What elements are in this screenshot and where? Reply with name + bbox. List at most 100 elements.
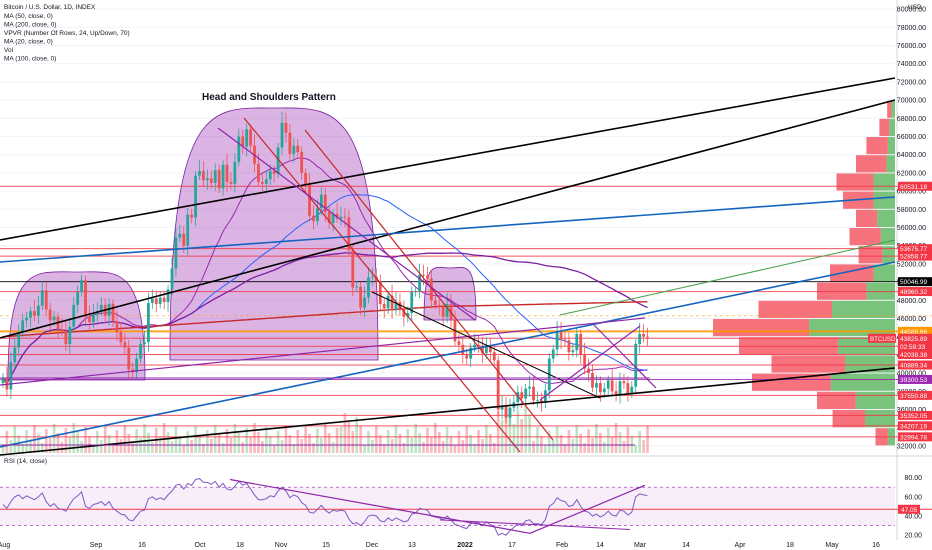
price-label-tag [898,333,932,343]
volume-bar [536,427,539,453]
volume-bar [481,439,484,453]
vp-up-bar [864,410,895,428]
candle-body [60,329,64,332]
symbol-title[interactable]: Bitcoin / U.S. Dollar, 1D, INDEX [4,4,96,11]
volume-bar [131,443,134,453]
indicator-ma100[interactable]: MA (100, close, 0) [4,56,56,63]
candle-body [426,275,429,279]
candle-body [571,350,575,353]
volume-bar [571,439,575,453]
indicator-vol[interactable]: Vol [4,47,14,54]
volume-bar [29,439,32,453]
vp-up-bar [832,300,895,318]
candle-body [135,358,139,373]
candle-body [371,276,374,278]
rsi-title[interactable]: RSI (14, close) [4,458,47,465]
time-tick-label: 18 [786,542,794,549]
volume-bar [276,431,280,453]
price-label-tag [898,244,932,254]
candle-body [429,278,433,301]
time-tick-label: Dec [366,542,379,549]
volume-bar [166,432,170,453]
price-tick-label: 62000.00 [897,170,926,177]
volume-bar [92,445,95,453]
volume-bar [622,441,626,453]
price-tick-label: 64000.00 [897,152,926,159]
vp-up-bar [882,246,895,264]
volume-bar [508,415,512,453]
volume-bar [477,430,480,453]
vp-down-bar [817,391,856,409]
candle-body [202,171,205,181]
volume-bar [241,442,245,453]
candle-body [363,297,366,308]
volume-bar [465,426,469,453]
candle-body [638,333,642,344]
volume-bar [323,424,327,453]
candle-body [186,214,190,246]
candle-body [127,347,131,370]
time-tick-label: Apr [735,542,747,549]
indicator-vpvr[interactable]: VPVR (Number Of Rows, 24, Up/Down, 70) [4,30,130,37]
price-tick-label: 32000.00 [897,443,926,450]
candle-body [433,300,437,305]
volume-bar [288,435,292,453]
candle-body [217,170,221,189]
volume-bar [355,417,358,453]
volume-bar [182,445,186,453]
candle-body [111,303,115,322]
volume-bar [96,431,99,453]
vp-down-bar [856,209,878,227]
trendline [539,325,641,401]
volume-bar [426,428,429,453]
vp-up-bar [844,355,895,373]
indicator-ma200[interactable]: MA (200, close, 0) [4,22,56,29]
volume-bar [147,433,150,453]
candle-body [25,317,28,321]
candle-body [107,303,111,316]
volume-bar [56,433,60,453]
price-tick-label: 58000.00 [897,207,926,214]
time-tick-label: 14 [596,542,604,549]
currency-label: USD [908,4,922,11]
candle-body [123,342,127,348]
volume-bar [445,427,449,453]
candle-body [382,303,386,309]
indicator-ma20[interactable]: MA (20, close, 0) [4,39,53,46]
trendline [0,367,896,456]
volume-bar [575,425,579,453]
volume-bar [300,439,303,453]
price-label-text: 53675.77 [900,246,927,253]
indicator-ma50[interactable]: MA (50, close, 0) [4,13,53,20]
vp-down-bar [879,118,890,136]
vp-down-bar [849,228,881,246]
volume-bar [512,424,516,453]
volume-bar [21,444,24,453]
vp-up-bar [873,173,895,191]
candle-body [496,360,500,410]
volume-bar [33,425,36,453]
volume-bar [441,441,445,453]
vp-up-bar [887,137,895,155]
candle-body [390,295,394,311]
candle-body [233,161,237,184]
candle-body [484,344,488,354]
price-label-text: 34207.19 [900,423,927,430]
candle-body [300,151,304,173]
time-tick-label: Nov [275,542,288,549]
candle-body [91,313,95,323]
volume-profile [713,100,895,446]
vp-up-bar [873,191,895,209]
volume-bar [143,424,146,453]
trendline [0,317,646,386]
candle-body [213,170,217,183]
candle-body [457,341,461,345]
vp-up-bar [855,391,895,409]
volume-bar [378,435,382,453]
candle-body [626,383,630,394]
candle-body [237,136,241,162]
volume-bar [599,433,602,453]
volume-bar [76,432,79,453]
